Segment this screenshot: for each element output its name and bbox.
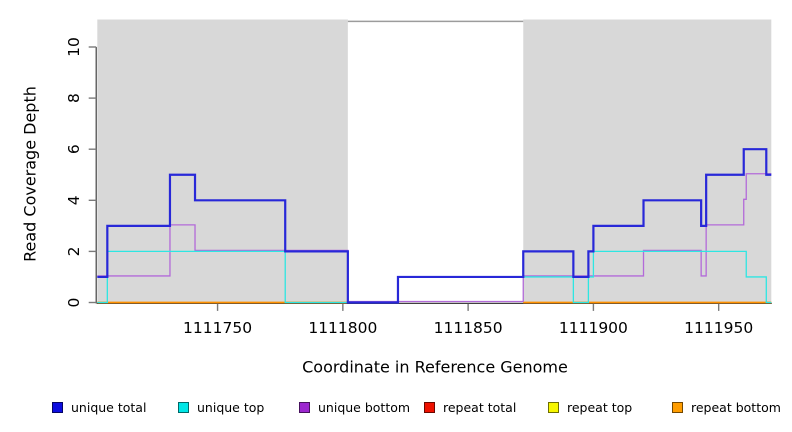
x-tick-label: 1111850 [434, 319, 503, 337]
legend-swatch-unique-bottom [299, 401, 310, 413]
x-tick-label: 1111900 [559, 319, 628, 337]
legend-item-repeat-bottom: repeat bottom [672, 399, 781, 415]
legend-item-unique-top: unique top [178, 399, 264, 415]
legend-swatch-unique-total [52, 401, 63, 413]
coverage-plot-canvas: 1111750 1111800 1111850 1111900 1111950 0 2 4 6 8… [65, 19, 772, 337]
shaded-region [97, 19, 348, 304]
y-tick-label: 6 [65, 144, 83, 154]
series-line-unique-total [97, 148, 772, 304]
legend-item-repeat-top: repeat top [548, 399, 632, 415]
legend-label: unique bottom [318, 399, 411, 415]
x-tick-label: 1111950 [684, 319, 753, 337]
legend: unique total unique top unique bottom repea… [0, 399, 792, 419]
legend-label: repeat total [443, 399, 517, 415]
shaded-region [523, 19, 772, 304]
y-tick-label: 2 [65, 246, 83, 256]
y-tick-label: 4 [65, 195, 83, 205]
y-axis-title: Read Coverage Depth [20, 86, 40, 262]
series-line-unique-bottom [97, 173, 772, 303]
y-tick-label: 8 [65, 93, 83, 103]
legend-item-unique-bottom: unique bottom [299, 399, 410, 415]
y-tick-label: 10 [65, 37, 83, 57]
legend-label: unique total [71, 399, 147, 415]
legend-swatch-unique-top [178, 401, 189, 413]
legend-label: repeat top [567, 399, 633, 415]
legend-item-unique-total: unique total [52, 399, 146, 415]
legend-item-repeat-total: repeat total [424, 399, 516, 415]
legend-swatch-repeat-top [548, 401, 559, 413]
x-tick-label: 1111750 [183, 319, 252, 337]
y-tick-label: 0 [65, 298, 83, 308]
legend-label: unique top [197, 399, 265, 415]
legend-swatch-repeat-total [424, 401, 435, 413]
legend-swatch-repeat-bottom [672, 401, 683, 413]
legend-label: repeat bottom [691, 399, 781, 415]
x-tick-label: 1111800 [308, 319, 377, 337]
x-axis-title: Coordinate in Reference Genome [302, 357, 568, 377]
series-line-unique-top [97, 250, 772, 304]
